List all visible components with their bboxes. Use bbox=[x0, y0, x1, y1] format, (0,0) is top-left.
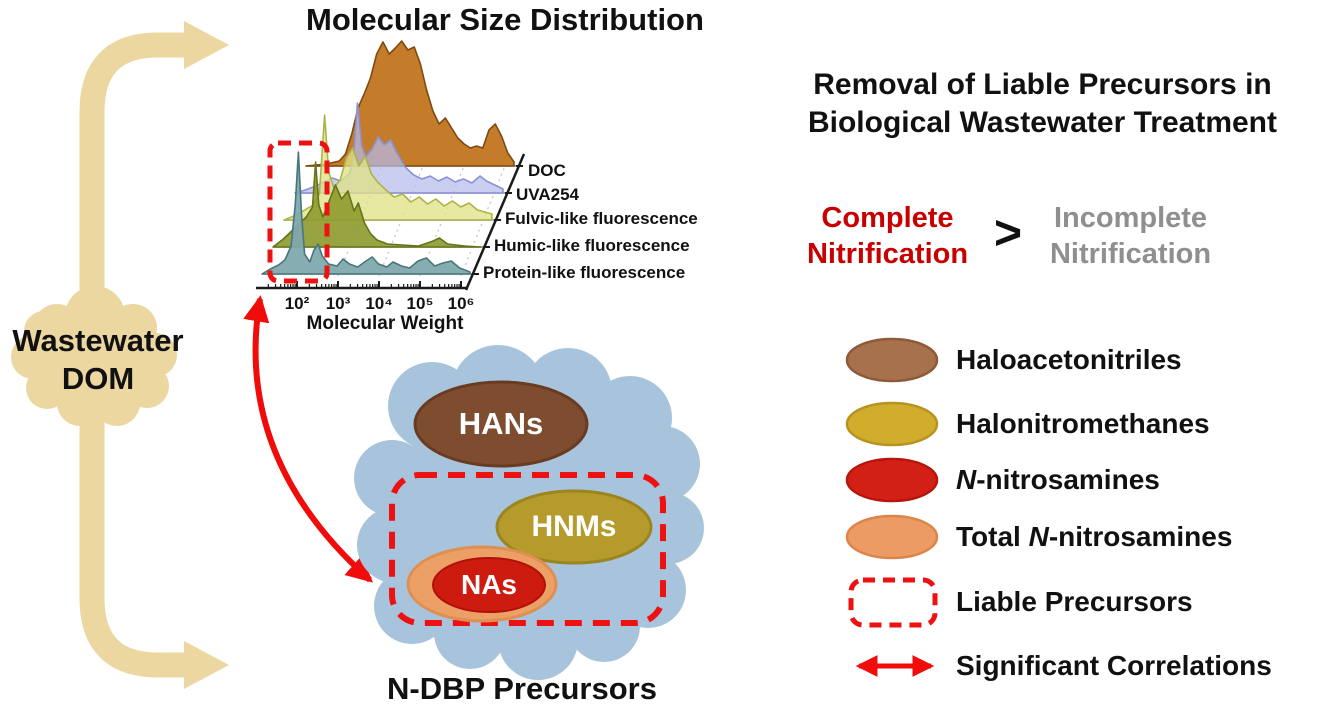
chart-depth-axis bbox=[464, 153, 526, 291]
flow-arrowhead-bottom bbox=[184, 641, 229, 689]
nas-inner-oval bbox=[432, 557, 546, 613]
flow-arrowhead-top bbox=[184, 21, 229, 69]
chart-depth-gridline bbox=[419, 165, 465, 277]
significant-correlation-arrow bbox=[243, 295, 373, 583]
chart-depth-gridline bbox=[378, 165, 424, 277]
ndbp-precursors-caption: N-DBP Precursors bbox=[387, 671, 657, 706]
incomplete-nitrification-line2: Nitrification bbox=[1049, 238, 1212, 270]
x-tick-label: 10⁶ bbox=[447, 294, 475, 313]
hans-oval bbox=[413, 380, 589, 468]
ridge-protein-like-fluorescence bbox=[261, 151, 471, 275]
liable-precursors-swatch-dashed-box bbox=[848, 577, 938, 628]
right-title-line2: Biological Wastewater Treatment bbox=[807, 106, 1277, 139]
ridge-label-doc: DOC bbox=[528, 161, 566, 180]
halonitromethanes-swatch-oval bbox=[845, 401, 939, 447]
greater-than-sign: > bbox=[993, 207, 1023, 260]
haloacetonitriles-swatch-oval bbox=[845, 337, 939, 383]
hans-label: HANs bbox=[458, 406, 544, 441]
n-nitrosamines-swatch-oval bbox=[845, 457, 939, 503]
flow-arrow-bottom bbox=[79, 390, 229, 689]
legend-item--n-nitrosamines: N-nitrosamines bbox=[845, 453, 1160, 507]
chart-liable-precursor-box bbox=[267, 140, 330, 284]
legend-item-liable-precursors: Liable Precursors bbox=[845, 575, 1193, 629]
legend-label: N-nitrosamines bbox=[956, 464, 1160, 495]
legend-item-significant-correlations: Significant Correlations bbox=[845, 639, 1272, 693]
wastewater-dom-cloud bbox=[11, 286, 177, 426]
x-tick-label: 10³ bbox=[325, 294, 351, 313]
x-tick-label: 10⁴ bbox=[365, 294, 393, 313]
x-tick-label: 10² bbox=[284, 294, 310, 313]
wastewater-dom-label-line1: Wastewater bbox=[12, 323, 184, 358]
chart-depth-gridline bbox=[460, 165, 506, 277]
flow-arrow-top bbox=[79, 21, 229, 322]
legend-label: Significant Correlations bbox=[956, 650, 1272, 681]
legend-label: Halonitromethanes bbox=[956, 408, 1210, 439]
ridge-label-uva254: UVA254 bbox=[516, 185, 579, 204]
hnms-oval bbox=[495, 489, 653, 565]
significant-correlations-swatch-double-arrow bbox=[855, 654, 935, 678]
ridge-label-fulvic-like-fluorescence: Fulvic-like fluorescence bbox=[505, 209, 698, 228]
chart-title: Molecular Size Distribution bbox=[306, 2, 704, 37]
ridge-doc bbox=[305, 40, 515, 167]
chart-ridges bbox=[261, 40, 523, 275]
legend-label: Liable Precursors bbox=[956, 586, 1193, 617]
hnms-label: HNMs bbox=[531, 510, 617, 543]
wastewater-dom-label-line2: DOM bbox=[61, 361, 135, 396]
chart-depth-gridline bbox=[337, 165, 383, 277]
ridge-label-protein-like-fluorescence: Protein-like fluorescence bbox=[483, 263, 686, 282]
legend-label: Haloacetonitriles bbox=[956, 344, 1182, 375]
chart-grid bbox=[337, 165, 506, 277]
legend-item-halonitromethanes: Halonitromethanes bbox=[845, 397, 1210, 451]
legend-item-total-n-nitrosamines: Total N-nitrosamines bbox=[845, 510, 1232, 564]
chart-x-axis-label: Molecular Weight bbox=[306, 313, 464, 334]
legend-label: Total N-nitrosamines bbox=[956, 521, 1233, 552]
legend-item-haloacetonitriles: Haloacetonitriles bbox=[845, 333, 1182, 387]
x-tick-label: 10⁵ bbox=[406, 294, 434, 313]
ridge-label-humic-like-fluorescence: Humic-like fluorescence bbox=[494, 236, 690, 255]
right-title-line1: Removal of Liable Precursors in bbox=[813, 68, 1272, 101]
complete-nitrification-line2: Nitrification bbox=[806, 238, 969, 270]
chart-axis-ticks bbox=[267, 281, 462, 288]
incomplete-nitrification-line1: Incomplete bbox=[1053, 202, 1208, 234]
complete-nitrification-line1: Complete bbox=[821, 202, 954, 234]
nas-label: NAs bbox=[460, 569, 517, 600]
total-n-nitrosamines-swatch-oval bbox=[845, 514, 939, 560]
